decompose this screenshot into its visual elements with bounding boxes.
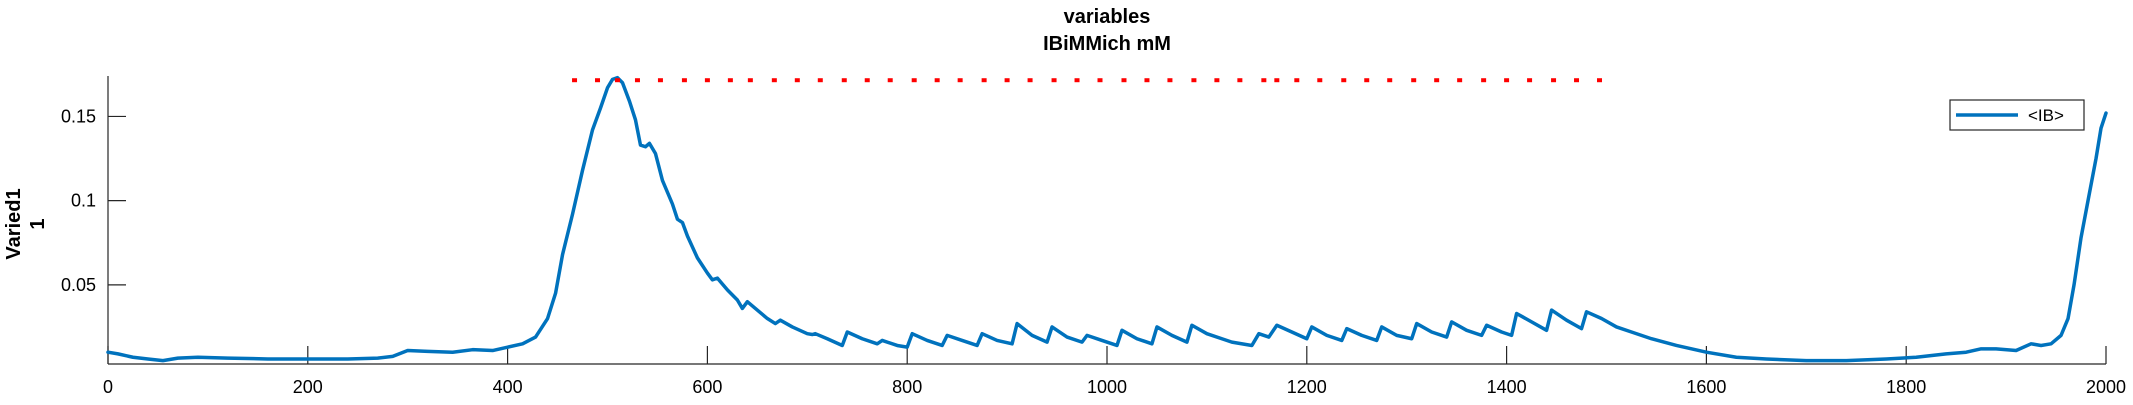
x-tick-label: 1600 [1686,377,1726,397]
data-point-marker [1504,78,1510,83]
data-point-marker [771,78,777,83]
data-point-marker [1274,78,1280,83]
data-point-marker [657,78,663,83]
data-point-marker [794,78,800,83]
x-tick-label: 1800 [1886,377,1926,397]
data-point-marker [1574,78,1580,83]
data-point-marker [1317,78,1323,83]
x-tick-label: 200 [293,377,323,397]
data-point-marker [887,78,893,83]
x-tick-label: 800 [892,377,922,397]
data-point-marker [1074,78,1080,83]
plot-area [106,75,2108,363]
data-point-marker [1364,78,1370,83]
data-point-marker [1387,78,1393,83]
data-point-marker [1144,78,1150,83]
chart-title: variables IBiMMich mM [1043,6,1171,55]
y-axis-label-line: 1 [27,218,49,229]
data-point-marker [1191,78,1197,83]
series-line-ib [106,75,2108,363]
data-point-marker [1434,78,1440,83]
y-tick-label: 0.1 [71,191,96,211]
x-tick-label: 1400 [1487,377,1527,397]
data-point-marker [595,78,601,83]
data-point-marker [1261,78,1267,83]
data-point-marker [1551,78,1557,83]
data-point-marker [864,78,870,83]
data-point-marker [1457,78,1463,83]
data-point-marker [572,78,578,83]
data-point-marker [1214,78,1220,83]
data-point-marker [957,78,963,83]
data-point-marker [981,78,987,83]
chart-title-line: IBiMMich mM [1043,33,1171,55]
y-axis-label-line: Varied1 [3,188,25,259]
x-tick-label: 1000 [1087,377,1127,397]
data-point-marker [1167,78,1173,83]
data-point-marker [614,78,620,83]
data-point-marker [1097,78,1103,83]
data-point-marker [1294,78,1300,83]
y-tick-label: 0.15 [61,106,96,126]
data-point-marker [704,78,710,83]
data-point-marker [841,78,847,83]
data-point-marker [634,78,640,83]
chart-title-line: variables [1064,6,1151,28]
data-point-marker [1527,78,1533,83]
y-axis-label: Varied1 1 [3,188,49,259]
x-tick-label: 0 [103,377,113,397]
data-point-marker [681,78,687,83]
data-point-marker [727,78,733,83]
x-tick-label: 1200 [1287,377,1327,397]
x-tick-label: 2000 [2086,377,2126,397]
legend-label-ib: <IB> [2028,106,2064,125]
data-point-marker [1004,78,1010,83]
data-point-marker [911,78,917,83]
data-point-marker [1411,78,1417,83]
y-tick-label: 0.05 [61,275,96,295]
data-point-marker [817,78,823,83]
data-point-marker [747,78,753,83]
data-point-marker [934,78,940,83]
data-point-marker [1597,78,1603,83]
axes: 0 200 400 600 800 1000 1200 1400 1600 1800 2000 0.0… [61,76,2126,397]
data-point-marker [1237,78,1243,83]
data-point-marker [1121,78,1127,83]
legend: <IB> [1949,99,2085,131]
x-tick-label: 600 [692,377,722,397]
x-tick-label: 400 [493,377,523,397]
data-point-marker [1051,78,1057,83]
data-point-marker [1027,78,1033,83]
data-point-marker [1341,78,1347,83]
data-point-marker [1481,78,1487,83]
